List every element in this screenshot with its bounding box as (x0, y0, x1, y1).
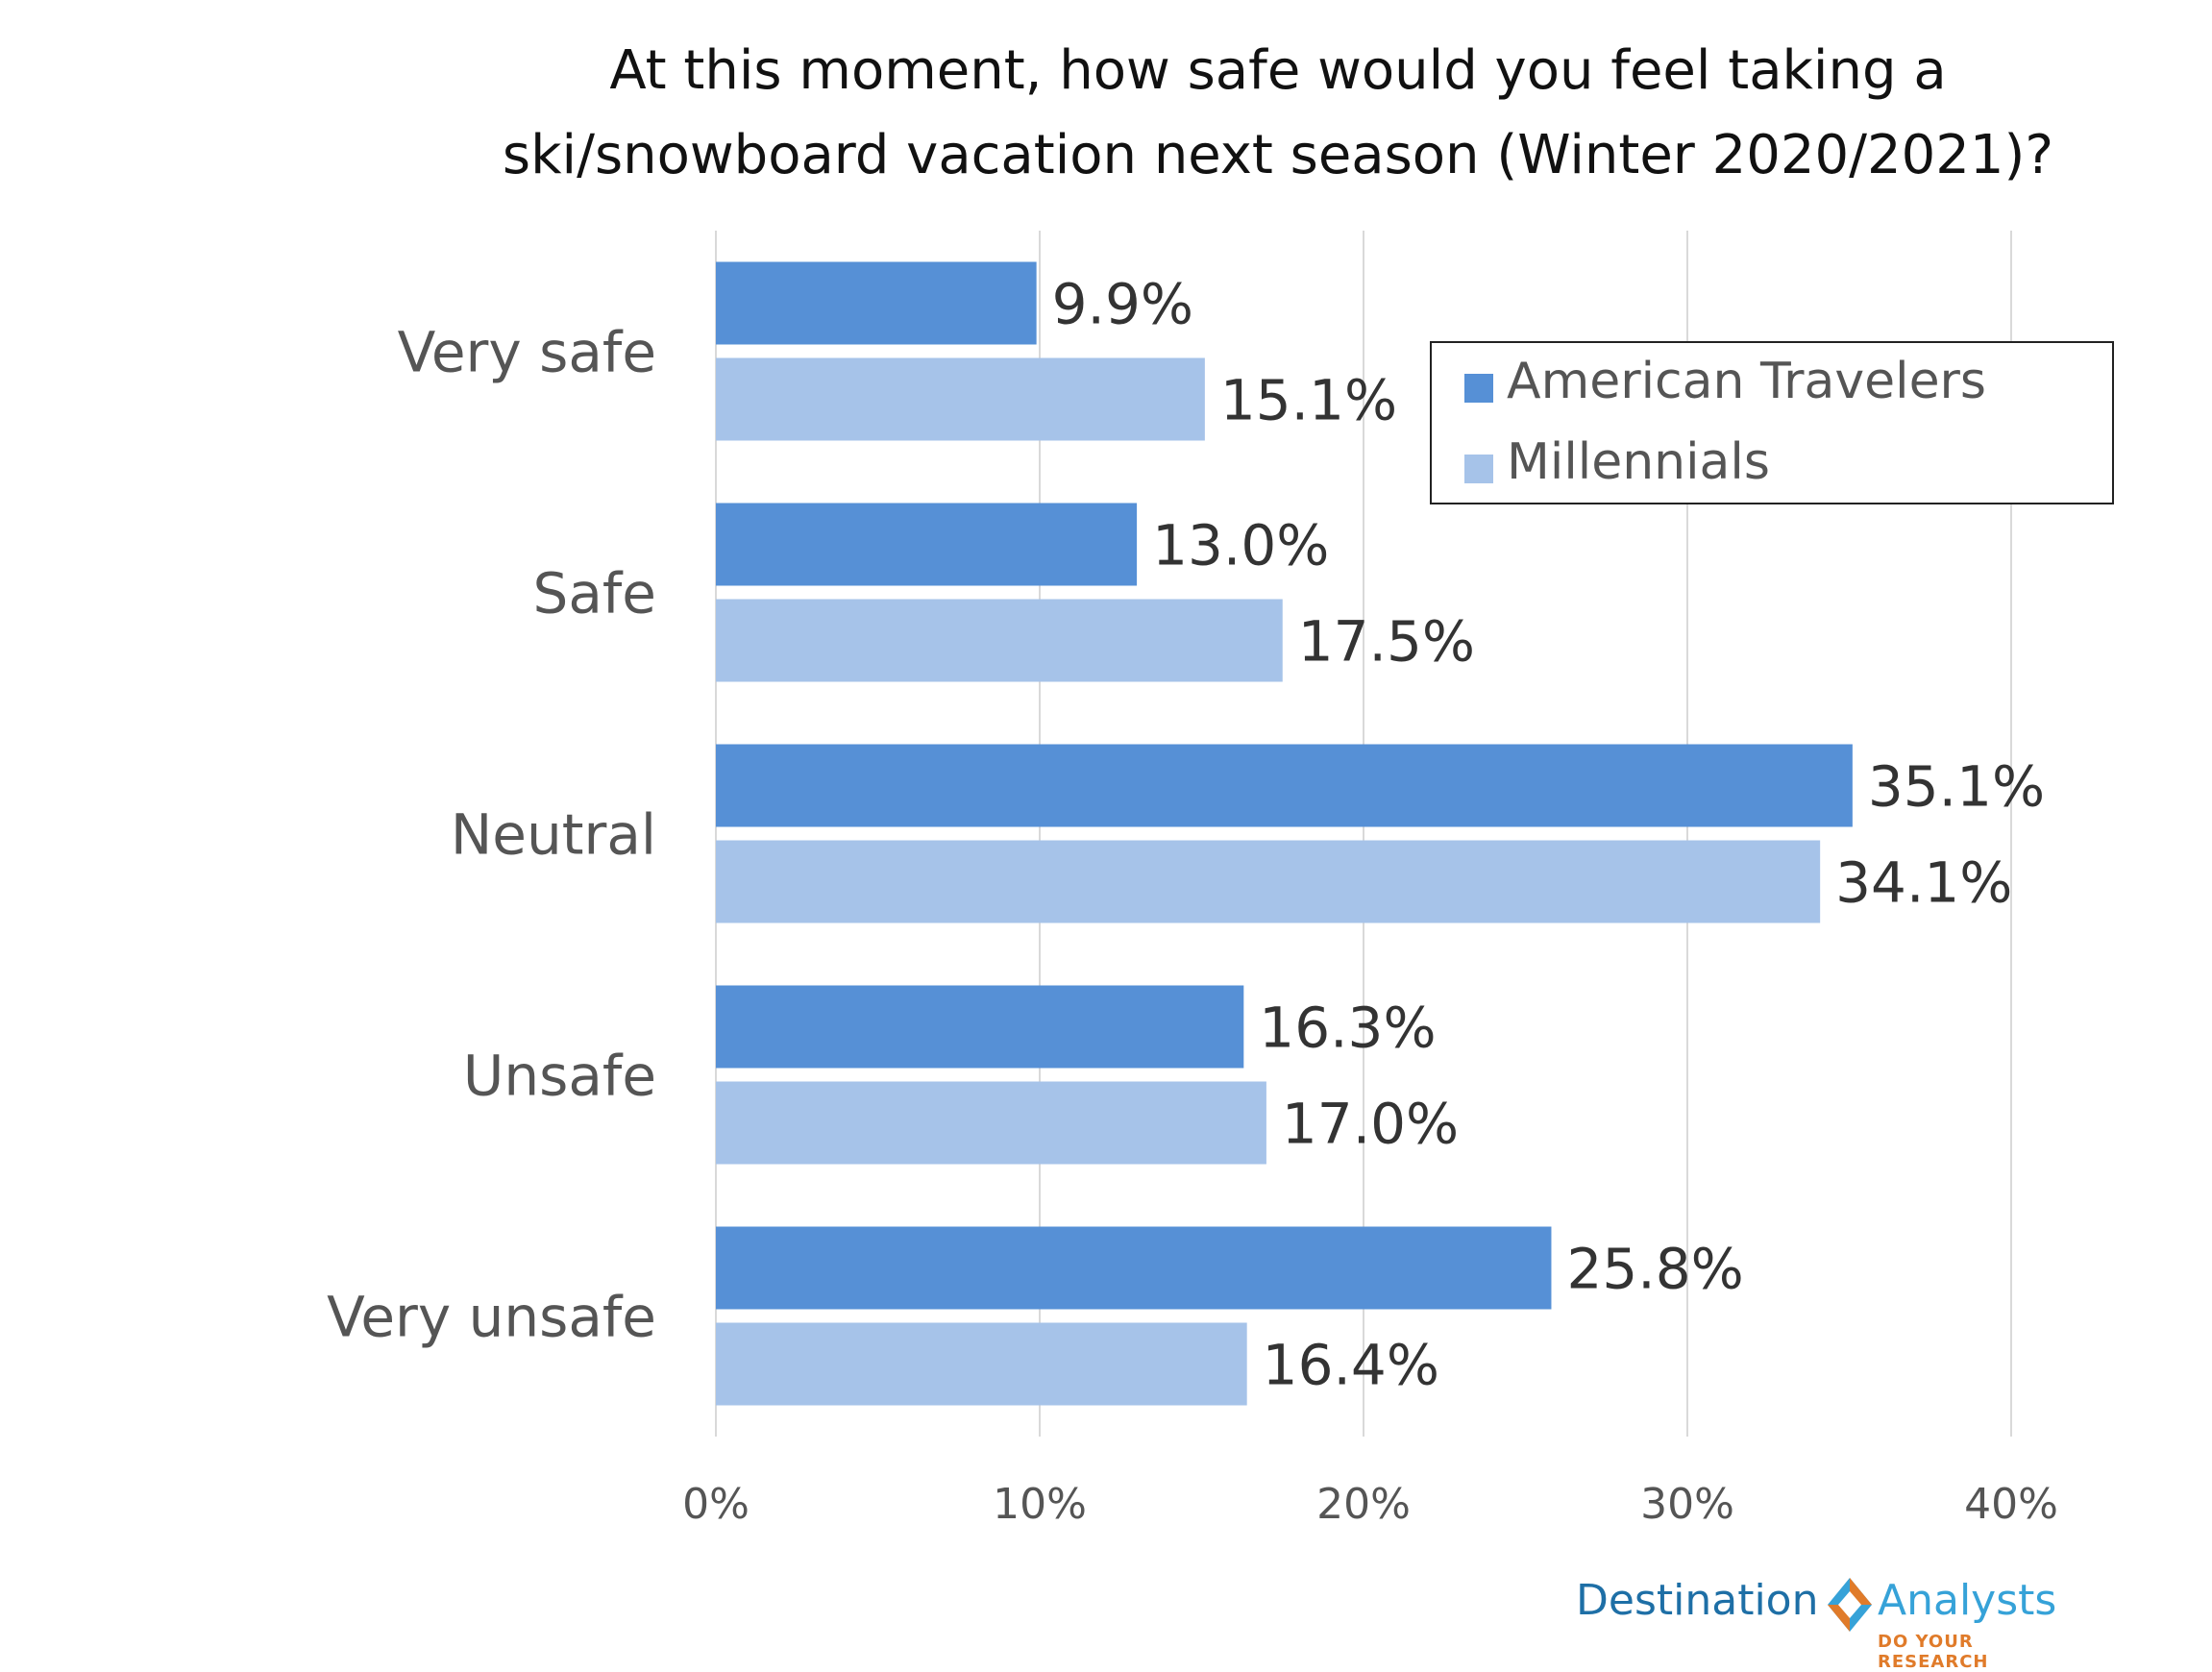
category-label: Very safe (398, 320, 656, 385)
legend-item-american-travelers: American Travelers (1464, 353, 1987, 410)
bar (716, 1081, 1266, 1165)
data-label: 35.1% (1868, 754, 2045, 820)
bar (716, 1226, 1552, 1310)
x-tick-label: 30% (1640, 1480, 1734, 1529)
data-label: 34.1% (1835, 850, 2012, 916)
bar (716, 840, 1821, 923)
bar (716, 503, 1138, 586)
data-label: 13.0% (1152, 513, 1329, 578)
bar (716, 599, 1283, 682)
category-labels: Very safe Safe Neutral Unsafe Very unsafe (327, 320, 656, 1350)
bar (716, 744, 1853, 827)
x-tick-label: 40% (1964, 1480, 2058, 1529)
logo-tagline: DO YOUR RESEARCH (1878, 1632, 1989, 1672)
data-label: 17.0% (1282, 1092, 1459, 1157)
legend-label: American Travelers (1507, 353, 1987, 410)
category-label: Neutral (451, 802, 656, 868)
data-label: 16.3% (1259, 996, 1436, 1061)
data-label: 16.4% (1263, 1333, 1439, 1398)
bar (716, 357, 1205, 441)
logo-word-destination: Destination (1576, 1576, 1819, 1625)
bar (716, 1322, 1247, 1406)
x-tick-label: 0% (682, 1480, 750, 1529)
category-label: Safe (533, 561, 656, 627)
x-tick-label: 10% (993, 1480, 1087, 1529)
chart-title-line-2: ski/snowboard vacation next season (Wint… (502, 124, 2054, 186)
chart-title-line-1: At this moment, how safe would you feel … (609, 39, 1947, 102)
x-tick-labels: 0% 10% 20% 30% 40% (682, 1480, 2058, 1529)
diamond-logo-icon (1828, 1578, 1872, 1632)
data-label: 25.8% (1566, 1237, 1743, 1302)
legend-swatch (1464, 374, 1493, 403)
legend-item-millennials: Millennials (1464, 433, 1770, 491)
category-label: Very unsafe (327, 1285, 656, 1350)
bar (716, 985, 1244, 1069)
logo-word-analysts: Analysts (1878, 1576, 2057, 1625)
brand-logo: Destination Analysts DO YOUR RESEARCH (1576, 1576, 2076, 1672)
legend-swatch (1464, 455, 1493, 483)
legend: American Travelers Millennials (1430, 341, 2114, 504)
category-label: Unsafe (463, 1044, 656, 1109)
data-label: 15.1% (1220, 368, 1397, 433)
x-tick-label: 20% (1316, 1480, 1411, 1529)
value-labels: 9.9% 15.1% 13.0% 17.5% 35.1% 34.1% 16.3% 17.0% 2… (1052, 272, 2046, 1398)
legend-label: Millennials (1507, 433, 1770, 491)
data-label: 17.5% (1298, 609, 1475, 675)
bars (716, 261, 1853, 1406)
data-label: 9.9% (1052, 272, 1193, 337)
bar (716, 261, 1037, 345)
